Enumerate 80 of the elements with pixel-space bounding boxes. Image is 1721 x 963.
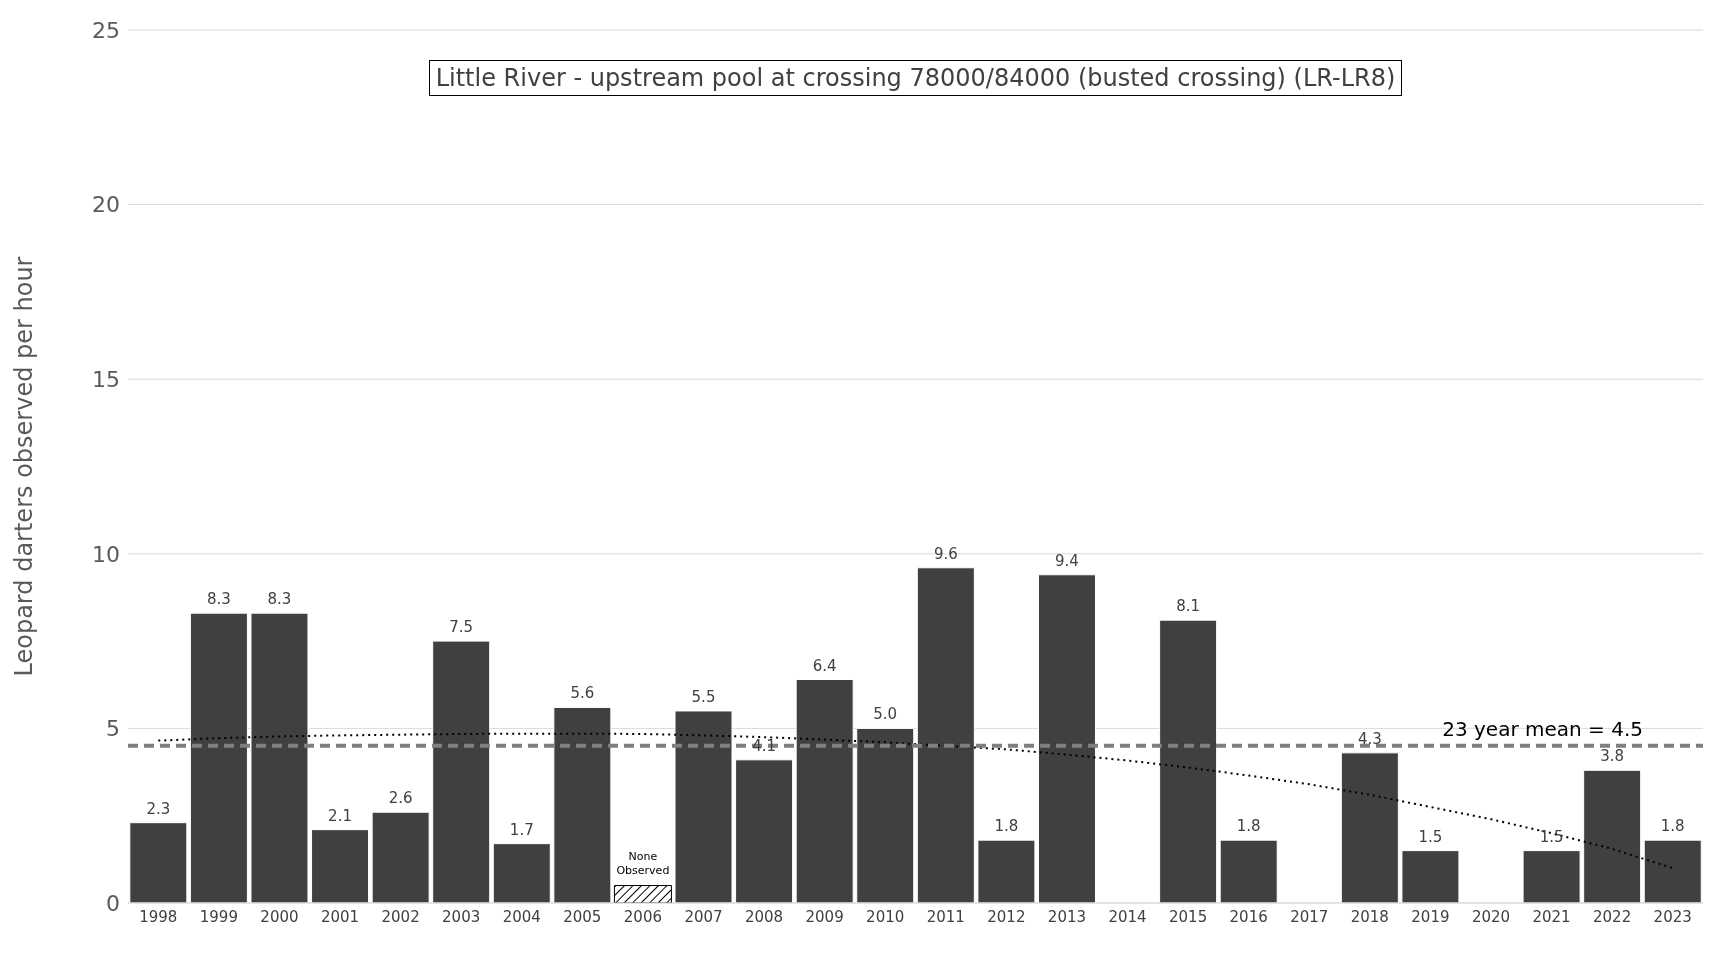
y-tick-label: 25 (92, 17, 120, 43)
data-label: 2.3 (146, 799, 171, 818)
x-tick-label: 2010 (866, 907, 905, 926)
data-label: 3.8 (1600, 747, 1625, 766)
x-tick-label: 2013 (1047, 907, 1087, 926)
data-label: 8.3 (267, 590, 292, 609)
y-tick-label: 20 (92, 192, 120, 218)
bar (1219, 839, 1278, 903)
bar (129, 822, 188, 903)
y-tick-label: 10 (92, 541, 120, 567)
bar (250, 612, 309, 903)
y-tick-label: 15 (92, 367, 120, 393)
bar (492, 843, 551, 903)
y-axis-title: Leopard darters observed per hour (9, 256, 38, 677)
x-tick-label: 1998 (139, 907, 178, 926)
ref-line-label: 23 year mean = 4.5 (1442, 716, 1643, 741)
x-tick-label: 2023 (1653, 907, 1692, 926)
x-tick-label: 2017 (1290, 907, 1329, 926)
x-tick-label: 2003 (442, 907, 481, 926)
bar (613, 885, 672, 903)
text: Little River - upstream pool at crossing 78000/84000 (busted crossing) (LR-LR8) (428, 60, 1403, 96)
x-tick-label: 2011 (926, 907, 965, 926)
x-tick-label: 2018 (1350, 907, 1389, 926)
x-tick-label: 2007 (684, 907, 723, 926)
x-tick-label: 2019 (1411, 907, 1450, 926)
data-label: 7.5 (449, 618, 474, 637)
bar (1401, 850, 1460, 903)
data-label: 1.8 (994, 817, 1019, 836)
bar (674, 710, 733, 903)
data-label: 6.4 (812, 656, 837, 675)
data-label: 8.1 (1176, 597, 1201, 616)
x-tick-label: 2022 (1593, 907, 1632, 926)
x-tick-label: 2001 (320, 907, 360, 926)
bar (856, 727, 915, 903)
bar (311, 829, 370, 903)
x-tick-label: 2015 (1169, 907, 1208, 926)
data-label: 1.8 (1660, 817, 1685, 836)
x-tick-label: 2009 (805, 907, 844, 926)
data-label: 1.8 (1236, 817, 1261, 836)
x-tick-label: 2000 (260, 907, 299, 926)
y-tick-label: 5 (106, 716, 120, 742)
data-label: 9.4 (1055, 551, 1079, 570)
bar (1159, 619, 1218, 903)
data-label: 2.6 (388, 789, 413, 808)
bar (189, 612, 248, 903)
x-tick-label: 2020 (1471, 907, 1511, 926)
bar (795, 679, 854, 903)
bar (1340, 752, 1399, 903)
data-label: 5.0 (873, 705, 898, 724)
data-label: 9.6 (933, 544, 958, 563)
x-tick-label: 1999 (199, 907, 238, 926)
bar (553, 706, 612, 903)
x-tick-label: 2006 (623, 907, 662, 926)
x-tick-label: 2005 (563, 907, 602, 926)
x-tick-label: 2021 (1532, 907, 1571, 926)
y-tick-label: 0 (106, 890, 120, 916)
data-label: 2.1 (328, 806, 352, 825)
x-tick-label: 2016 (1229, 907, 1268, 926)
data-label: 1.5 (1418, 827, 1443, 846)
bar (1522, 850, 1581, 903)
bar (735, 759, 794, 903)
bar (916, 567, 975, 903)
data-label: 8.3 (206, 590, 231, 609)
bar (1037, 574, 1096, 903)
bar (977, 839, 1036, 903)
data-label: 1.5 (1539, 827, 1564, 846)
x-tick-label: 2012 (987, 907, 1026, 926)
x-tick-label: 2002 (381, 907, 420, 926)
x-tick-label: 2004 (502, 907, 541, 926)
bar (432, 640, 491, 903)
bar (1583, 769, 1642, 903)
x-tick-label: 2014 (1108, 907, 1147, 926)
bar (1643, 839, 1702, 903)
data-label: 4.3 (1357, 729, 1382, 748)
x-tick-label: 2008 (744, 907, 784, 926)
data-label: 5.6 (570, 684, 595, 703)
data-label: 1.7 (509, 820, 534, 839)
bar (371, 811, 430, 903)
annotation: None Observed (616, 849, 670, 877)
data-label: 5.5 (691, 687, 716, 706)
